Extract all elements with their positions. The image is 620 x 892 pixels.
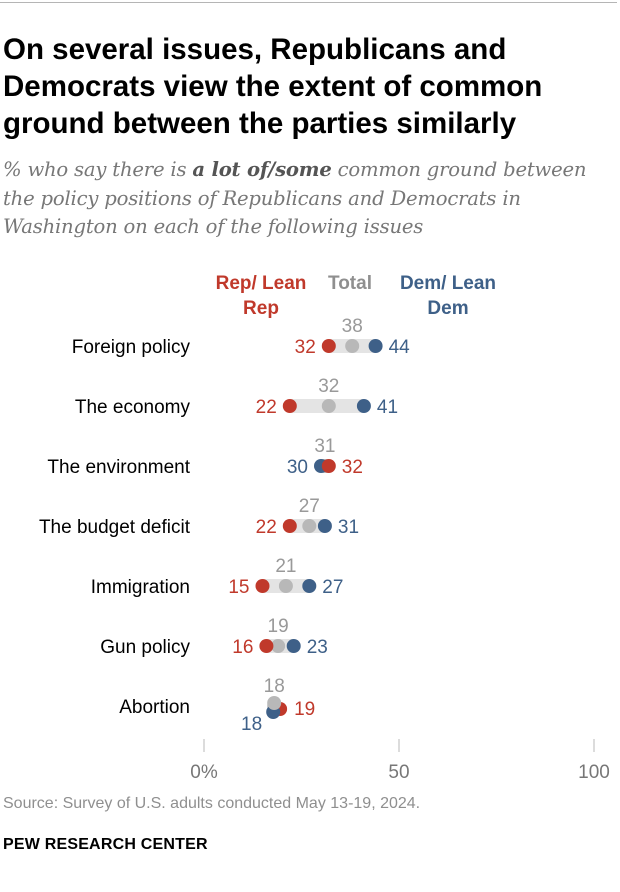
- rep-value-label: 16: [232, 637, 253, 658]
- source-note: Source: Survey of U.S. adults conducted …: [3, 795, 421, 812]
- total-value-label: 27: [299, 496, 320, 517]
- rep-value-label: 15: [228, 577, 249, 598]
- total-value-label: 19: [268, 616, 289, 637]
- dem-value-label: 27: [322, 577, 343, 598]
- total-value-label: 38: [342, 316, 363, 337]
- top-rule: [0, 2, 617, 3]
- rep-value-label: 32: [295, 337, 316, 358]
- rep-dot: [321, 339, 336, 353]
- category-label: The environment: [47, 457, 190, 478]
- category-label: The budget deficit: [39, 517, 191, 538]
- rep-dot: [282, 399, 297, 413]
- rep-value-label: 22: [256, 517, 277, 538]
- total-value-label: 31: [314, 436, 335, 457]
- rep-dot: [321, 459, 336, 473]
- rep-value-label: 22: [256, 397, 277, 418]
- dem-value-label: 23: [307, 637, 328, 658]
- rep-dot: [255, 579, 270, 593]
- category-label: Abortion: [119, 697, 190, 718]
- total-dot: [345, 339, 360, 353]
- brand-logo-text: PEW RESEARCH CENTER: [3, 836, 208, 853]
- category-label: Immigration: [91, 577, 190, 598]
- total-dot-front: [267, 696, 282, 710]
- dem-dot: [286, 639, 301, 653]
- axis-tick-label: 0%: [190, 762, 218, 783]
- total-dot: [321, 399, 336, 413]
- total-dot: [278, 579, 293, 593]
- subtitle-suffix: common ground between the policy positio…: [3, 158, 587, 238]
- chart-subtitle: % who say there is a lot of/some common …: [3, 156, 615, 242]
- axis-tick-label: 50: [388, 762, 409, 783]
- dem-value-label: 30: [287, 457, 308, 478]
- rep-value-label: 19: [294, 699, 315, 720]
- category-label: The economy: [75, 397, 191, 418]
- rep-dot: [259, 639, 274, 653]
- dem-dot: [302, 579, 317, 593]
- total-value-label: 32: [318, 376, 339, 397]
- chart-title: On several issues, Republicans and Democ…: [3, 33, 543, 140]
- dem-dot: [356, 399, 371, 413]
- subtitle-emphasis: a lot of/some: [192, 158, 332, 181]
- legend-total: Total: [328, 273, 372, 294]
- legend-rep: Rep/ Lean Rep: [215, 273, 307, 319]
- dem-value-label: 18: [241, 714, 262, 735]
- rep-dot: [282, 519, 297, 533]
- dot-plot: 0% 50 100 Foreign policy 38 32 44 The economy 32…: [39, 316, 610, 783]
- dem-value-label: 31: [338, 517, 359, 538]
- axis-tick-label: 100: [578, 762, 610, 783]
- dem-value-label: 41: [377, 397, 398, 418]
- subtitle-prefix: % who say there is: [3, 158, 193, 181]
- total-dot: [271, 639, 286, 653]
- dem-dot: [368, 339, 383, 353]
- category-label: Gun policy: [100, 637, 190, 658]
- legend-dem: Dem/ Lean Dem: [399, 273, 497, 319]
- total-value-label: 18: [264, 676, 285, 697]
- category-label: Foreign policy: [72, 337, 191, 358]
- total-value-label: 21: [275, 556, 296, 577]
- dem-dot: [317, 519, 332, 533]
- total-dot: [302, 519, 317, 533]
- dem-value-label: 44: [389, 337, 411, 358]
- rep-value-label: 32: [342, 457, 363, 478]
